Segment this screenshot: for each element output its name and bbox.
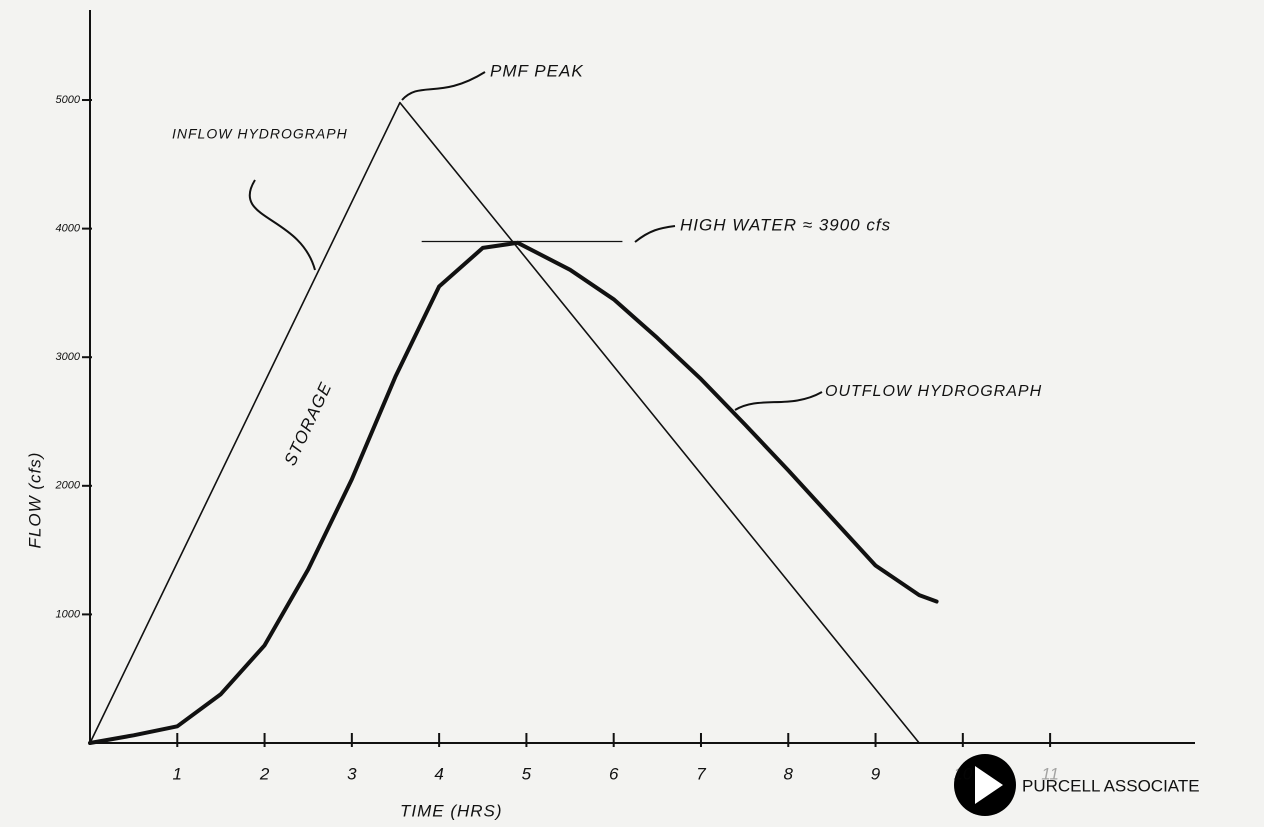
legend-label: OUTFLOW HYDROGRAPH: [825, 383, 1042, 400]
y-tick-label: 3000: [56, 351, 81, 363]
x-tick-label: 5: [522, 764, 532, 783]
y-tick-label: 4000: [56, 223, 81, 235]
annotation: STORAGE: [280, 379, 335, 468]
y-axis-label: FLOW (cfs): [25, 452, 44, 549]
y-tick-label: 1000: [56, 608, 81, 620]
x-tick-label: 6: [609, 764, 619, 783]
leader-line: [734, 391, 823, 411]
x-tick-label: 2: [259, 764, 270, 783]
x-tick-label: 11: [1041, 764, 1059, 783]
logo-arrow: [975, 766, 1003, 804]
annotation: HIGH WATER ≈ 3900 cfs: [680, 215, 891, 234]
x-tick-label: 1: [173, 764, 182, 783]
x-tick-label: 3: [347, 764, 357, 783]
x-axis-label: TIME (HRS): [400, 801, 503, 820]
x-tick-label: 4: [434, 764, 443, 783]
series-line: [88, 240, 939, 745]
y-tick-label: 2000: [55, 480, 81, 492]
leader-line: [248, 179, 316, 271]
x-tick-label: 7: [696, 764, 706, 783]
x-tick-label: 9: [871, 764, 881, 783]
x-tick-label: 8: [784, 764, 794, 783]
y-tick-label: 5000: [56, 94, 81, 106]
x-tick-label: 10: [953, 764, 972, 783]
logo-text: PURCELL ASSOCIATE: [1022, 776, 1200, 795]
series-line: [89, 101, 920, 744]
leader-line: [634, 225, 676, 243]
leader-line: [401, 71, 486, 101]
annotation: PMF PEAK: [490, 61, 584, 80]
legend-label: INFLOW HYDROGRAPH: [172, 126, 348, 142]
